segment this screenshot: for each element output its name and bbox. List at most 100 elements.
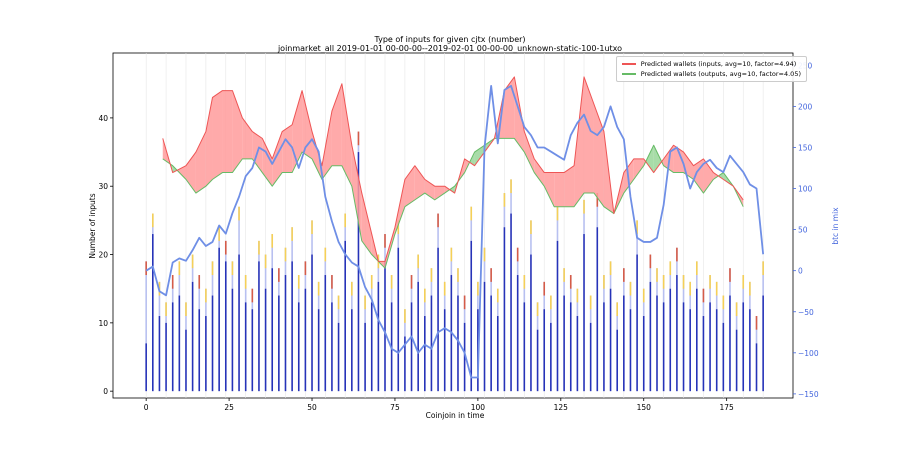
bar [642,316,645,392]
bar-light-segment [510,179,512,214]
y-tick-label: 20 [98,251,108,260]
bar-top-segment [603,275,605,289]
bar-top-segment [224,240,227,255]
bar [152,234,154,392]
bar-top-segment [384,234,386,248]
y2-axis-label: btc in mix [831,207,840,245]
bar-top-segment [185,302,187,317]
wallet-difference-area [474,145,485,166]
plot-frame [112,52,794,399]
bar [244,302,247,392]
bar-top-segment [457,268,459,282]
inputs-prediction-line [162,76,744,262]
bar [603,302,605,392]
bar-light-segment [530,220,532,255]
legend-label-inputs: Predicted wallets (inputs, avg=10, facto… [640,60,797,68]
bar [211,295,214,392]
bar [576,316,579,392]
bar-top-segment [755,316,758,330]
chart-subtitle: joinmarket_all 2019-01-01 00-00-00--2019… [277,44,623,53]
wallet-difference-area [713,172,719,180]
bar [145,343,147,392]
bar-light-segment [397,220,400,248]
bar-light-segment [596,193,599,228]
bar [324,275,327,392]
bar [569,302,572,392]
y-tick-label: 0 [103,387,108,396]
wallet-difference-area [653,145,662,173]
bar-top-segment [490,268,492,282]
wallet-difference-area [205,97,213,187]
y-tick-label: 10 [98,319,108,328]
bar [165,322,167,392]
bar-top-segment [437,213,439,228]
bar-top-segment [291,227,293,241]
bar-top-segment [662,275,665,289]
bar [689,309,691,392]
bar [530,254,532,392]
bar [284,275,287,392]
x-tick-label: 175 [719,403,734,412]
bar-top-segment [596,193,599,207]
bar-top-segment [284,247,287,262]
bar-top-segment [576,288,579,303]
bar-top-segment [264,254,267,269]
bar-top-segment [682,275,685,289]
bar-top-segment [536,302,539,317]
bar [735,329,738,392]
wallet-difference-area [444,186,450,194]
bar-top-segment [463,295,466,310]
bar-top-segment [145,261,147,276]
wallet-difference-area [504,76,515,139]
wallet-difference-area [449,186,455,194]
bar [224,261,227,392]
bar [742,302,745,392]
bar-top-segment [251,288,254,303]
bar-top-segment [656,268,658,282]
wallet-difference-area [554,172,565,207]
wallet-difference-area [544,172,555,207]
bar-light-segment [211,261,214,296]
bar-top-segment [258,240,260,255]
wallet-difference-area [351,145,362,241]
bar-top-segment [483,247,486,262]
bar-top-segment [238,206,240,221]
bar [516,275,519,392]
bar [629,309,632,392]
bar-top-segment [311,220,313,235]
bar [351,309,353,392]
x-tick-label: 125 [554,403,569,412]
bar-top-segment [510,179,512,194]
bar [337,322,340,392]
x-tick-label: 25 [224,403,234,412]
wallet-difference-area [424,179,435,200]
bar [271,268,274,392]
bar-light-segment [291,227,293,262]
y2-tick-label: −50 [798,308,814,317]
bar [583,234,585,392]
bar-top-segment [709,275,711,289]
bar [364,322,366,392]
legend-swatch-outputs [621,73,636,75]
y2-tick-label: −150 [798,390,819,399]
bar-top-segment [191,254,194,269]
bar-light-segment [437,213,439,248]
wallet-difference-area [514,76,525,153]
wallet-difference-area [331,83,342,166]
wallet-difference-area [292,90,303,173]
bar-light-segment [384,234,386,262]
bar [496,316,499,392]
bar-top-segment [271,234,274,248]
bar [430,295,433,392]
bar [470,240,473,392]
bar [357,152,360,392]
bar [503,227,506,392]
y-axis-label: Number of inputs [88,193,97,258]
y-tick-label: 30 [98,182,108,191]
bar-top-segment [503,193,506,207]
bar [457,295,459,392]
bar-top-segment [477,281,479,296]
bar [543,309,546,392]
wallet-difference-area [212,90,223,180]
bar-light-segment [503,193,506,228]
